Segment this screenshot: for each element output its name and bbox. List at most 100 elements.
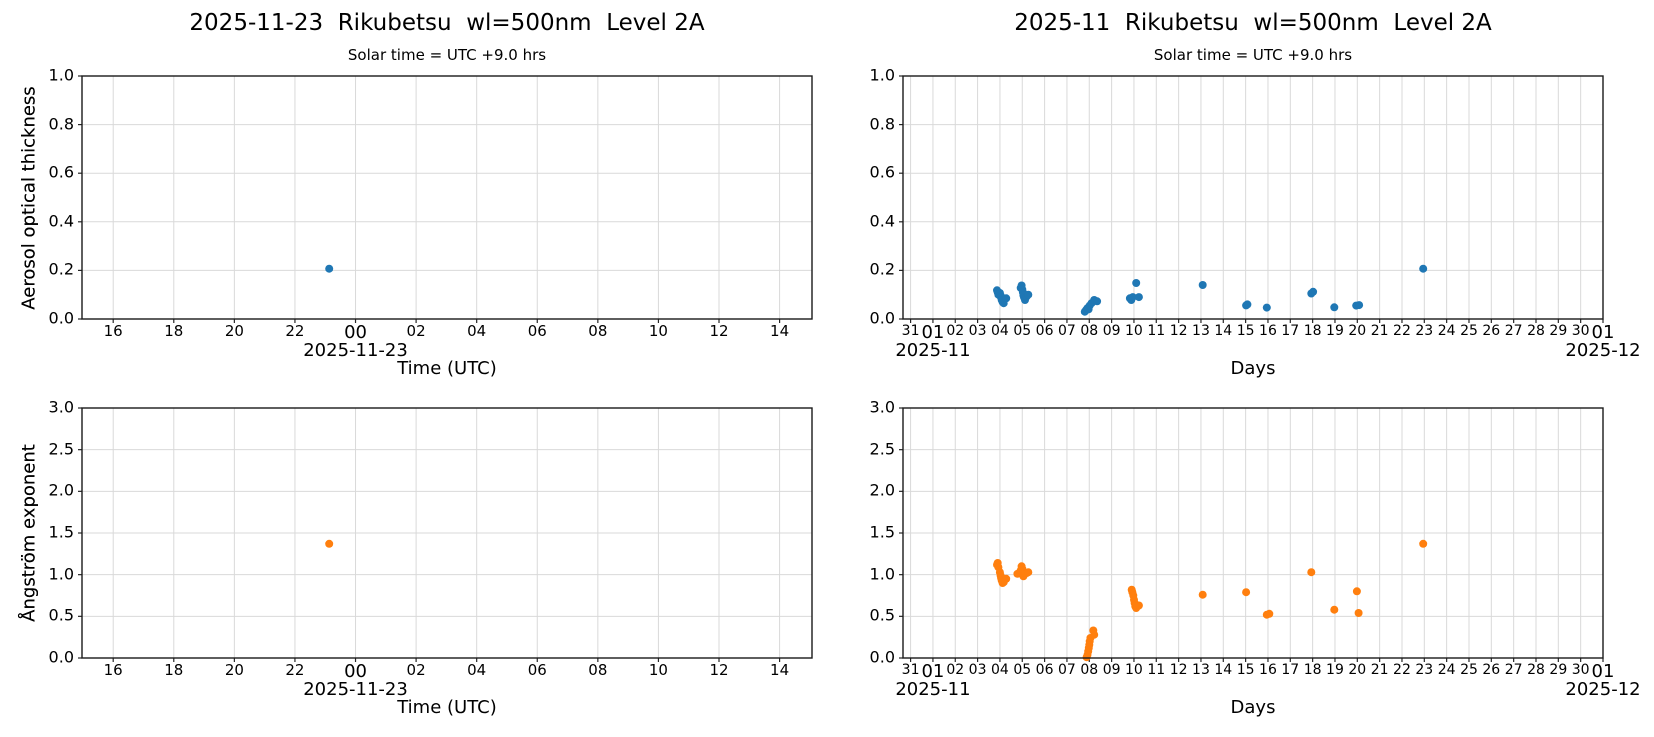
daily-angstrom-ytick-label: 0.5	[48, 605, 74, 625]
monthly-angstrom-ylabel: Ångström exponent	[18, 444, 40, 622]
data-point	[1093, 297, 1102, 306]
daily-aot-xtick-label: 18	[164, 322, 184, 340]
monthly-aot-xtick-label: 26	[1482, 323, 1501, 339]
data-point	[1024, 290, 1033, 299]
daily-angstrom-xtick-label: 10	[648, 661, 668, 679]
monthly-aot-xtick-label: 10	[1125, 323, 1143, 339]
daily-aot-xtick-label: 08	[588, 322, 608, 340]
monthly-aot-ytick-label: 0.6	[869, 162, 895, 182]
monthly-aot-ytick-label: 0.2	[869, 259, 895, 279]
monthly-angstrom-ytick-label: 2.0	[869, 480, 895, 500]
daily-angstrom-xtick-label: 22	[285, 661, 305, 679]
daily-angstrom-ytick-label: 1.5	[48, 522, 74, 542]
data-point	[1002, 574, 1011, 583]
data-point	[1330, 605, 1339, 614]
data-point	[1262, 303, 1271, 312]
monthly-aot-xtick-label: 31	[901, 323, 920, 339]
monthly-angstrom-ytick-label: 1.5	[869, 522, 895, 542]
monthly-aot-xtick-label: 27	[1504, 323, 1523, 339]
daily-angstrom-ytick-label: 2.5	[48, 439, 74, 459]
monthly-angstrom-xtick-label: 25	[1460, 662, 1478, 678]
daily-aot-xtick-label: 22	[285, 322, 305, 340]
monthly-angstrom-xtick-label: 05	[1013, 662, 1032, 678]
daily-aot-ytick-label: 0.4	[48, 211, 74, 231]
data-point	[1330, 303, 1339, 312]
data-point	[1265, 609, 1274, 618]
daily-angstrom-xtick-date-label: 2025-11-23	[303, 679, 408, 700]
monthly-aot-xtick-label: 11	[1147, 323, 1166, 339]
monthly-aot-ytick-label: 1.0	[869, 65, 895, 85]
monthly-angstrom-xtick-label: 24	[1437, 662, 1456, 678]
monthly-aot-title: 2025-11 Rikubetsu wl=500nm Level 2A	[1014, 10, 1492, 36]
daily-aot-ytick-label: 1.0	[48, 65, 74, 85]
monthly-aot-xtick-label: 09	[1102, 323, 1121, 339]
daily-angstrom-xtick-label: 04	[467, 661, 487, 679]
monthly-angstrom-xtick-label: 15	[1236, 662, 1255, 678]
monthly-angstrom-xtick-label: 13	[1192, 662, 1210, 678]
monthly-angstrom-xtick-date-label: 2025-11	[895, 679, 971, 700]
daily-aot-xtick-label: 10	[648, 322, 668, 340]
monthly-aot-xtick-label: 20	[1348, 323, 1367, 339]
monthly-aot-xtick-label: 01	[1591, 322, 1615, 343]
data-point	[1242, 588, 1251, 597]
monthly-angstrom-xtick-label: 14	[1214, 662, 1233, 678]
monthly-angstrom-xtick-label: 29	[1549, 662, 1568, 678]
data-point	[1243, 300, 1252, 309]
monthly-angstrom-xtick-label: 22	[1393, 662, 1411, 678]
monthly-angstrom-xtick-label: 02	[946, 662, 965, 678]
daily-aot-title: 2025-11-23 Rikubetsu wl=500nm Level 2A	[189, 10, 705, 36]
daily-angstrom-xtick-label: 14	[770, 661, 790, 679]
monthly-aot-xtick-label: 22	[1393, 323, 1411, 339]
data-point	[1134, 601, 1143, 610]
monthly-aot-xtick-label: 19	[1326, 323, 1344, 339]
monthly-aot-xtick-label: 05	[1013, 323, 1032, 339]
monthly-angstrom-xtick-label: 26	[1482, 662, 1501, 678]
monthly-aot-xtick-label: 17	[1281, 323, 1300, 339]
daily-aot-ytick-label: 0.8	[48, 114, 74, 134]
monthly-aot-xtick-label: 13	[1192, 323, 1210, 339]
daily-angstrom-xtick-label: 12	[709, 661, 729, 679]
monthly-aot-xtick-label: 18	[1303, 323, 1322, 339]
data-point	[1354, 609, 1363, 617]
daily-angstrom-xtick-label: 06	[527, 661, 547, 679]
daily-aot-xtick-label: 16	[103, 322, 123, 340]
monthly-angstrom-xtick-label: 19	[1326, 662, 1344, 678]
monthly-aot-ytick-label: 0.0	[869, 308, 895, 328]
monthly-angstrom-xtick-label: 09	[1102, 662, 1121, 678]
axes-spines	[81, 407, 813, 659]
daily-angstrom-ytick-label: 2.0	[48, 480, 74, 500]
monthly-angstrom-ytick-label: 0.0	[869, 647, 895, 667]
daily-aot-xlabel: Time (UTC)	[397, 358, 497, 379]
monthly-angstrom-xtick-label: 01	[921, 661, 945, 682]
monthly-angstrom-xtick-label: 30	[1571, 662, 1590, 678]
monthly-aot-ytick-label: 0.8	[869, 114, 895, 134]
monthly-aot-xtick-label: 30	[1571, 323, 1590, 339]
monthly-angstrom-xtick-label: 10	[1125, 662, 1143, 678]
daily-aot-xtick-label: 20	[224, 322, 244, 340]
monthly-angstrom-xtick-label: 18	[1303, 662, 1322, 678]
data-point	[1309, 287, 1318, 296]
monthly-angstrom-xtick-label: 11	[1147, 662, 1166, 678]
monthly-angstrom-xtick-label: 03	[968, 662, 987, 678]
daily-aot-ytick-label: 0.0	[48, 308, 74, 328]
daily-aot-xtick-label: 14	[770, 322, 790, 340]
daily-angstrom-ytick-label: 3.0	[48, 397, 74, 417]
data-point	[1090, 630, 1099, 639]
data-point	[1307, 568, 1316, 577]
monthly-aot-xtick-label: 03	[968, 323, 987, 339]
axes-spines	[902, 407, 1604, 659]
monthly-angstrom-xtick-label: 31	[901, 662, 920, 678]
monthly-angstrom-ytick-label: 2.5	[869, 439, 895, 459]
daily-aot-ytick-label: 0.6	[48, 162, 74, 182]
monthly-angstrom-xtick-label: 07	[1058, 662, 1076, 678]
daily-aot-ytick-label: 0.2	[48, 259, 74, 279]
monthly-angstrom-xtick-label: 21	[1370, 662, 1389, 678]
monthly-aot-ytick-label: 0.4	[869, 211, 895, 231]
daily-angstrom-xtick-label: 18	[164, 661, 184, 679]
daily-angstrom-xtick-label: 00	[344, 661, 367, 682]
monthly-angstrom-xtick-date-label: 2025-12	[1565, 679, 1641, 700]
